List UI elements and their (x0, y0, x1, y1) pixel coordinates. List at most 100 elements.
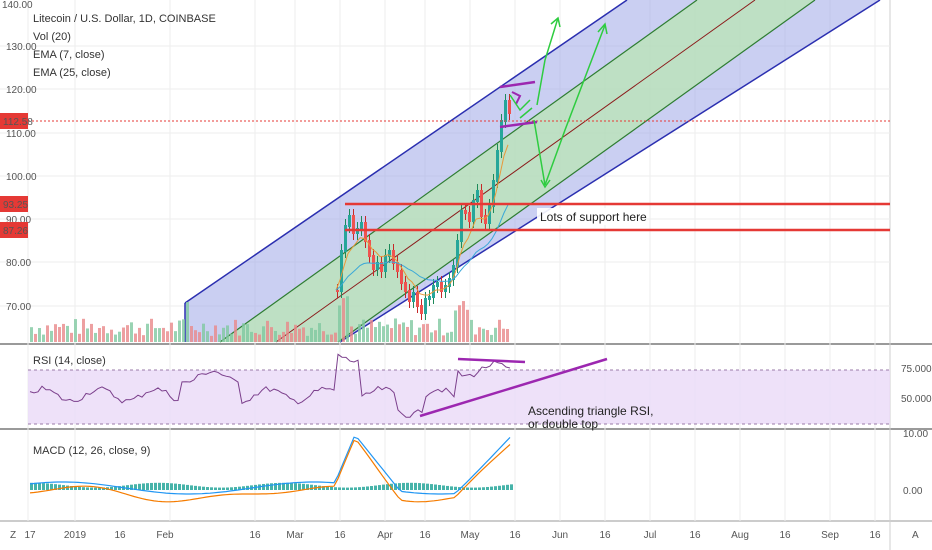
volume-bar (462, 301, 465, 342)
volume-bar (202, 323, 205, 342)
indicator-ema7: EMA (7, close) (33, 49, 105, 61)
macd-hist-bar (366, 486, 369, 490)
macd-hist-bar (90, 487, 93, 490)
volume-bar (494, 327, 497, 342)
macd-hist-bar (302, 483, 305, 490)
volume-bar (450, 331, 453, 342)
volume-bar (242, 323, 245, 342)
macd-hist-bar (206, 487, 209, 490)
candle-body (444, 285, 447, 292)
volume-bar (158, 328, 161, 342)
time-axis-label: Jul (644, 530, 657, 541)
volume-bar (314, 329, 317, 342)
candle-body (384, 255, 387, 272)
macd-hist-bar (74, 486, 77, 490)
volume-bar (78, 333, 81, 342)
macd-hist-bar (414, 482, 417, 490)
time-axis-label: 2019 (64, 530, 87, 541)
volume-bar (162, 327, 165, 342)
macd-hist-bar (118, 486, 121, 490)
macd-hist-bar (466, 487, 469, 490)
volume-bar (458, 305, 461, 342)
volume-bar (70, 332, 73, 342)
volume-bar (190, 326, 193, 342)
time-axis-label: Aug (731, 530, 749, 541)
price-tick-top: 140.00 (2, 0, 33, 11)
macd-hist-bar (270, 483, 273, 490)
volume-bar (318, 323, 321, 342)
macd-hist-bar (434, 484, 437, 490)
macd-hist-bar (398, 483, 401, 490)
macd-hist-bar (222, 487, 225, 490)
price-tick-label: 90.00 (6, 215, 31, 226)
candle-body (416, 292, 419, 307)
volume-bar (230, 333, 233, 342)
volume-bar (418, 327, 421, 342)
macd-hist-bar (54, 484, 57, 490)
volume-bar (370, 320, 373, 342)
macd-hist-bar (390, 483, 393, 490)
macd-hist-bar (394, 483, 397, 490)
macd-hist-bar (182, 484, 185, 490)
volume-bar (82, 318, 85, 342)
price-tag-label: 87.26 (3, 226, 28, 237)
macd-hist-bar (134, 484, 137, 490)
volume-bar (322, 331, 325, 342)
volume-bar (398, 324, 401, 342)
rsi-note-line1: Ascending triangle RSI, (528, 404, 653, 418)
time-axis: 17 2019 16 Feb 16 Mar 16 Apr 16 May 16 Jun 16 Jul 16 Au… (24, 530, 881, 541)
candle-body (352, 215, 355, 234)
macd-signal-line (29, 439, 511, 503)
volume-bar (166, 331, 169, 342)
macd-hist-bar (198, 486, 201, 490)
price-tick-label: 70.00 (6, 302, 31, 313)
volume-bar (146, 323, 149, 342)
macd-hist-bar (370, 486, 373, 490)
macd-hist-bar (142, 483, 145, 490)
corner-left[interactable]: Z (10, 530, 16, 541)
ema7-line (335, 144, 509, 296)
time-axis-label: 16 (419, 530, 431, 541)
candle-body (508, 100, 511, 114)
macd-hist-bar (34, 482, 37, 490)
macd-hist-bar (186, 484, 189, 490)
ema25-line (335, 204, 509, 291)
volume-bar (490, 334, 493, 342)
volume-bar (50, 330, 53, 342)
candle-body (400, 270, 403, 284)
price-tick-label: 120.00 (6, 85, 37, 96)
volume-bar (454, 310, 457, 342)
macd-hist-bar (346, 487, 349, 490)
volume-bar (42, 334, 45, 342)
macd-hist-bar (226, 487, 229, 490)
macd-hist-bar (242, 486, 245, 490)
volume-bar (30, 327, 33, 342)
candle-body (440, 282, 443, 292)
volume-bar (426, 323, 429, 342)
support-note-bg (537, 208, 639, 225)
macd-hist-bar (430, 484, 433, 490)
macd-hist-bar (30, 482, 33, 490)
volume-bar (266, 320, 269, 342)
time-axis-label: 16 (869, 530, 881, 541)
volume-bar (226, 325, 229, 342)
corner-right[interactable]: A (912, 530, 919, 541)
volume-bar (90, 323, 93, 342)
volume-bar (362, 319, 365, 342)
volume-bar (154, 328, 157, 342)
macd-hist-bar (266, 483, 269, 490)
volume-bar (126, 325, 129, 342)
macd-hist-bar (46, 483, 49, 490)
double-top-marker-bottom (499, 120, 538, 129)
volume-bar (430, 332, 433, 342)
volume-bar (470, 319, 473, 342)
volume-bar (130, 322, 133, 342)
volume-bar (374, 327, 377, 342)
time-axis-label: May (461, 530, 480, 541)
macd-hist-bar (498, 485, 501, 490)
macd-hist-bar (150, 482, 153, 490)
time-axis-label: Jun (552, 530, 568, 541)
macd-hist-bar (494, 486, 497, 490)
macd-hist-bar (386, 484, 389, 490)
volume-bar (434, 330, 437, 342)
